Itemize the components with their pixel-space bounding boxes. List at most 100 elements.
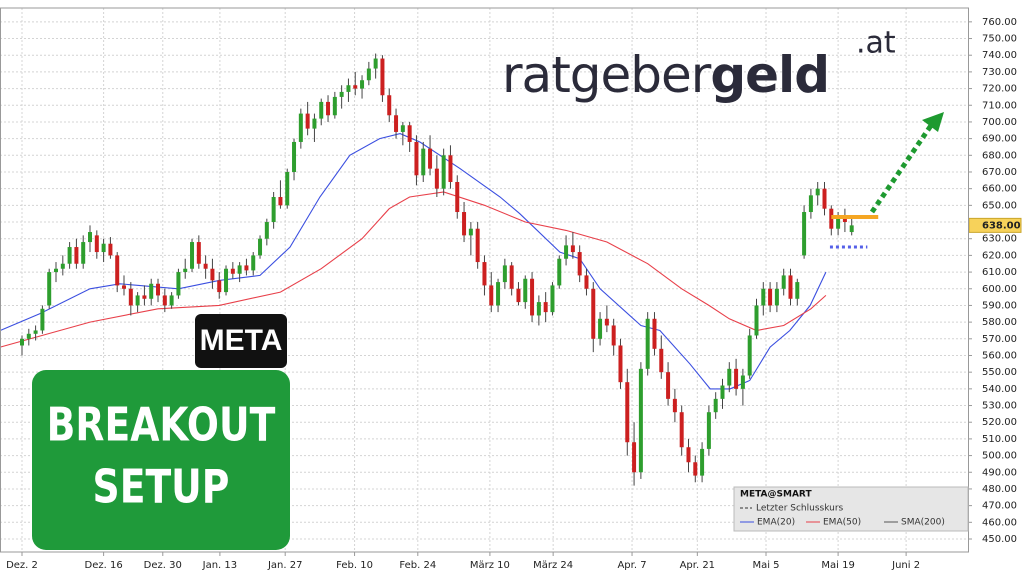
- candle-body: [611, 325, 616, 346]
- candle-body: [645, 318, 650, 369]
- y-tick-label: 470.00: [982, 501, 1017, 512]
- candle-body: [149, 283, 154, 299]
- candle-body: [557, 258, 562, 286]
- y-tick-label: 570.00: [982, 334, 1017, 345]
- y-tick-label: 540.00: [982, 384, 1017, 395]
- candle-body: [414, 141, 419, 176]
- candle-body: [135, 295, 140, 306]
- x-tick-label: Mai 5: [752, 560, 779, 571]
- candle-body: [230, 268, 235, 274]
- y-tick-label: 760.00: [982, 17, 1017, 28]
- candle-body: [666, 372, 671, 399]
- candle-body: [570, 245, 575, 253]
- candle-body: [407, 125, 412, 142]
- y-tick-label: 510.00: [982, 434, 1017, 445]
- candle-body: [543, 302, 548, 313]
- candle-body: [530, 278, 535, 316]
- brand-logo: ratgebergeld: [502, 46, 829, 104]
- y-tick-label: 700.00: [982, 117, 1017, 128]
- candle-body: [54, 268, 59, 273]
- y-tick-label: 720.00: [982, 84, 1017, 95]
- candle-body: [264, 222, 269, 239]
- candle-body: [142, 295, 147, 299]
- candle-body: [101, 243, 106, 253]
- candle-body: [380, 58, 385, 96]
- candle-body: [768, 288, 773, 306]
- candle-body: [366, 68, 371, 81]
- x-tick-label: März 10: [470, 560, 510, 571]
- candle-body: [700, 448, 705, 476]
- y-tick-label: 710.00: [982, 100, 1017, 111]
- candle-body: [108, 243, 113, 256]
- candle-body: [591, 288, 596, 339]
- candle-body: [516, 288, 521, 303]
- candle-body: [815, 188, 820, 196]
- badge: [32, 370, 290, 550]
- y-tick-label: 580.00: [982, 317, 1017, 328]
- candle-body: [237, 265, 242, 274]
- y-tick-label: 520.00: [982, 417, 1017, 428]
- y-tick-label: 750.00: [982, 34, 1017, 45]
- x-tick-label: Dez. 30: [144, 560, 182, 571]
- candle-body: [550, 285, 555, 313]
- candle-body: [40, 308, 45, 331]
- x-tick-label: Dez. 2: [6, 560, 38, 571]
- candle-body: [774, 288, 779, 306]
- candle-body: [394, 115, 399, 132]
- candle-body: [795, 282, 800, 299]
- candle-body: [244, 265, 249, 271]
- plot-frame: [0, 7, 969, 553]
- y-tick-label: 500.00: [982, 451, 1017, 462]
- candle-body: [734, 368, 739, 389]
- candle-body: [822, 188, 827, 209]
- candle-body: [679, 412, 684, 448]
- x-tick-label: Feb. 10: [336, 560, 373, 571]
- candle-body: [802, 212, 807, 256]
- candle-body: [584, 275, 589, 289]
- candle-body: [713, 398, 718, 413]
- y-tick-label: 730.00: [982, 67, 1017, 78]
- candle-body: [652, 318, 657, 349]
- candle-body: [251, 255, 256, 271]
- candle-body: [67, 247, 72, 264]
- candle-body: [428, 148, 433, 169]
- y-tick-label: 670.00: [982, 167, 1017, 178]
- candle-body: [564, 245, 569, 259]
- candle-body: [475, 228, 480, 263]
- candle-body: [94, 235, 99, 253]
- candle-body: [169, 295, 174, 306]
- candle-body: [720, 385, 725, 399]
- candle-body: [353, 85, 358, 89]
- candle-body: [509, 265, 514, 289]
- candle-body: [496, 282, 501, 306]
- candle-body: [448, 155, 453, 182]
- x-tick-label: Apr. 21: [680, 560, 715, 571]
- brand-main: ratgeber: [502, 46, 712, 104]
- last-price-label: 638.00: [982, 220, 1021, 231]
- candle-body: [836, 215, 841, 229]
- badge-line: SETUP: [93, 460, 230, 514]
- candle-body: [523, 278, 528, 303]
- candle-body: [632, 442, 637, 473]
- y-tick-label: 480.00: [982, 484, 1017, 495]
- x-tick-label: Jan. 13: [202, 560, 238, 571]
- candle-body: [74, 247, 79, 264]
- legend-entry: SMA(200): [901, 518, 945, 528]
- candle-body: [190, 242, 195, 269]
- candle-body: [346, 85, 351, 92]
- brand-bold: geld: [710, 46, 829, 104]
- candle-body: [455, 181, 460, 213]
- candle-body: [462, 212, 467, 236]
- legend: META@SMART Letzter Schlusskurs EMA(20) E…: [733, 486, 969, 532]
- candle-body: [203, 263, 208, 269]
- ticker-box: [195, 314, 287, 368]
- candle-body: [47, 272, 52, 306]
- candle-body: [115, 255, 120, 286]
- x-tick-label: Apr. 7: [617, 560, 646, 571]
- y-tick-label: 530.00: [982, 401, 1017, 412]
- candle-body: [849, 225, 854, 233]
- candle-body: [598, 318, 603, 339]
- candle-body: [577, 252, 582, 276]
- candle-body: [81, 242, 86, 264]
